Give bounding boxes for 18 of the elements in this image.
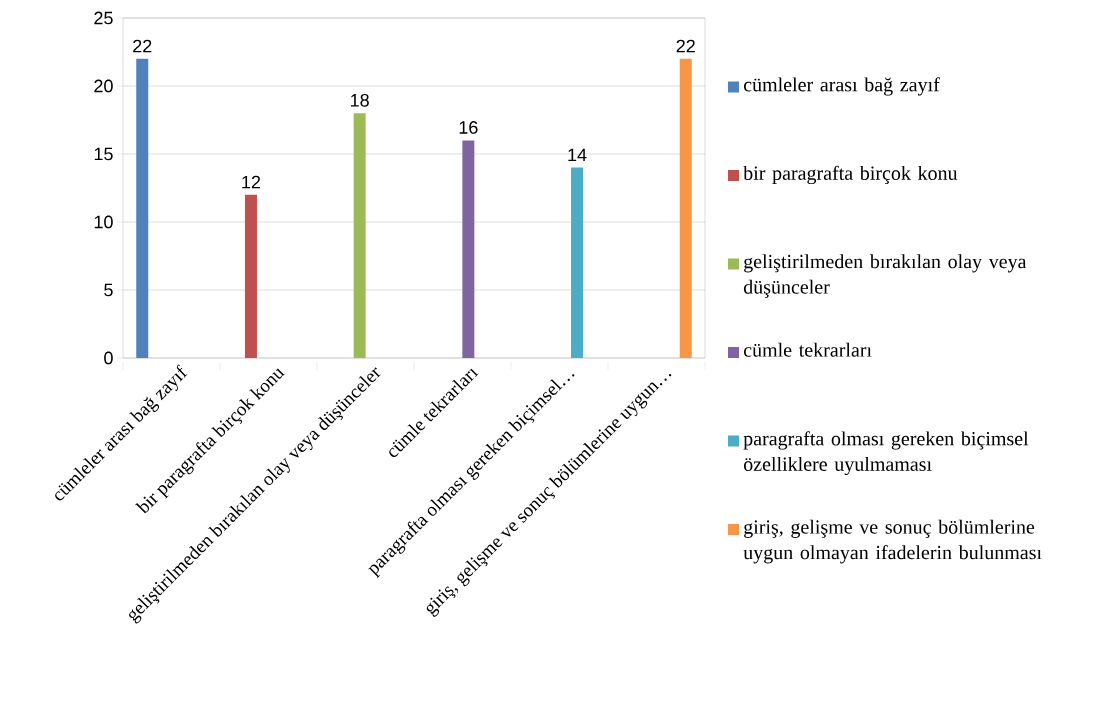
y-tick-label: 25 (94, 11, 113, 25)
data-label: 18 (351, 93, 369, 107)
legend-label: bir paragrafta birçok konu (743, 165, 958, 185)
data-label: 16 (459, 121, 478, 134)
y-tick-label: 5 (104, 283, 113, 297)
legend-label: cümle tekrarları (743, 342, 872, 357)
legend-label: paragrafta olması gereken biçimsel özelliklere uyulmaması (743, 431, 1029, 476)
y-tick-label: 20 (94, 79, 113, 93)
data-label: 22 (133, 39, 152, 53)
legend-label: giriş, gelişme ve sonuç bölümlerine uygun olmayan ifadelerin bulunması (743, 519, 1042, 564)
legend-label: geliştirilmeden bırakılan olay veya düşünceler (743, 254, 1027, 298)
y-tick-label: 10 (94, 215, 113, 229)
legend-label: cümleler arası bağ zayıf (743, 77, 940, 96)
data-label: 12 (242, 175, 261, 189)
data-label: 14 (568, 148, 587, 162)
y-tick-label: 0 (104, 351, 113, 365)
data-label: 22 (676, 39, 695, 53)
y-tick-label: 15 (94, 147, 113, 161)
